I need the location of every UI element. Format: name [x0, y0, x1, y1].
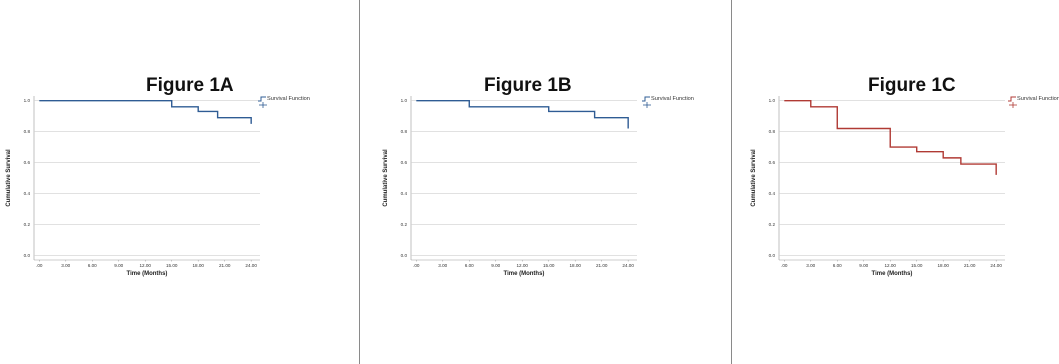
y-tick-label: 0.6 — [24, 160, 31, 165]
x-tick-label: 6.00 — [88, 263, 97, 268]
x-tick-label: .00 — [413, 263, 420, 268]
legend-swatch — [642, 96, 650, 102]
legend-label: Survival Function — [1017, 96, 1059, 102]
x-tick-label: 12.00 — [516, 263, 528, 268]
legend-swatch — [1008, 96, 1016, 102]
x-tick-label: 21.00 — [596, 263, 608, 268]
x-tick-label: 15.00 — [166, 263, 178, 268]
x-tick-label: 18.00 — [192, 263, 204, 268]
chart-title: Figure 1B — [484, 75, 572, 96]
y-tick-label: 0.0 — [24, 253, 31, 258]
x-tick-label: 9.00 — [114, 263, 123, 268]
x-axis-title: Time (Months) — [127, 271, 168, 277]
y-tick-label: 0.2 — [769, 222, 776, 227]
legend-label: Survival Function — [267, 96, 310, 102]
x-tick-label: 12.00 — [884, 263, 896, 268]
y-tick-label: 0.0 — [769, 253, 776, 258]
x-tick-label: 21.00 — [219, 263, 231, 268]
x-tick-label: 24.00 — [245, 263, 257, 268]
y-tick-label: 0.0 — [401, 253, 408, 258]
y-tick-label: 0.6 — [401, 160, 408, 165]
x-tick-label: 18.00 — [569, 263, 581, 268]
survival-step-line — [416, 99, 629, 129]
y-axis-title: Cumulative Survival — [6, 149, 12, 207]
x-tick-label: 24.00 — [990, 263, 1002, 268]
y-tick-label: 0.8 — [24, 129, 31, 134]
y-tick-label: 0.8 — [401, 129, 408, 134]
x-tick-label: 21.00 — [964, 263, 976, 268]
survival-step-line — [39, 99, 252, 124]
y-tick-label: 0.2 — [401, 222, 408, 227]
y-tick-label: 0.2 — [24, 222, 31, 227]
x-tick-label: 18.00 — [937, 263, 949, 268]
x-tick-label: 12.00 — [139, 263, 151, 268]
survival-chart: 0.0 0.2 0.4 0.6 0.8 1.0 .00 3.00 6.00 9.00 12.00 15… — [751, 96, 1059, 277]
x-tick-label: .00 — [36, 263, 43, 268]
x-tick-label: 3.00 — [438, 263, 447, 268]
y-tick-label: 0.8 — [769, 129, 776, 134]
y-tick-label: 1.0 — [401, 98, 408, 103]
x-tick-label: 15.00 — [911, 263, 923, 268]
chart-title: Figure 1A — [146, 75, 234, 96]
y-axis-title: Cumulative Survival — [751, 149, 757, 207]
y-tick-label: 0.4 — [24, 191, 31, 196]
x-axis-title: Time (Months) — [504, 271, 545, 277]
figure-1a-panel: Figure 1A 0.0 0.2 0.4 0.6 0.8 1.0 .00 3.00 6.00 9.… — [0, 0, 356, 364]
x-tick-label: 9.00 — [859, 263, 868, 268]
legend-label: Survival Function — [651, 96, 694, 102]
x-tick-label: .00 — [781, 263, 788, 268]
y-tick-label: 1.0 — [24, 98, 31, 103]
y-tick-label: 0.4 — [401, 191, 408, 196]
survival-chart: 0.0 0.2 0.4 0.6 0.8 1.0 .00 3.00 6.00 9.00 12.00 15… — [6, 96, 310, 277]
figure-1b-panel: Figure 1B 0.0 0.2 0.4 0.6 0.8 1.0 .00 3.00 6.00 9.… — [362, 0, 728, 364]
y-tick-label: 0.4 — [769, 191, 776, 196]
figure-1c-panel: Figure 1C 0.0 0.2 0.4 0.6 0.8 1.0 .00 3.00 6.00 9.… — [734, 0, 1059, 364]
x-tick-label: 3.00 — [806, 263, 815, 268]
legend-swatch — [258, 96, 266, 102]
y-axis-title: Cumulative Survival — [383, 149, 389, 207]
chart-title: Figure 1C — [868, 75, 956, 96]
survival-step-line — [784, 99, 997, 175]
y-tick-label: 1.0 — [769, 98, 776, 103]
y-tick-label: 0.6 — [769, 160, 776, 165]
panel-divider — [731, 0, 732, 364]
x-tick-label: 3.00 — [61, 263, 70, 268]
x-axis-title: Time (Months) — [872, 271, 913, 277]
panel-divider — [359, 0, 360, 364]
survival-chart: 0.0 0.2 0.4 0.6 0.8 1.0 .00 3.00 6.00 9.00 12.00 15… — [383, 96, 694, 277]
x-tick-label: 6.00 — [465, 263, 474, 268]
x-tick-label: 9.00 — [491, 263, 500, 268]
x-tick-label: 15.00 — [543, 263, 555, 268]
x-tick-label: 24.00 — [622, 263, 634, 268]
x-tick-label: 6.00 — [833, 263, 842, 268]
